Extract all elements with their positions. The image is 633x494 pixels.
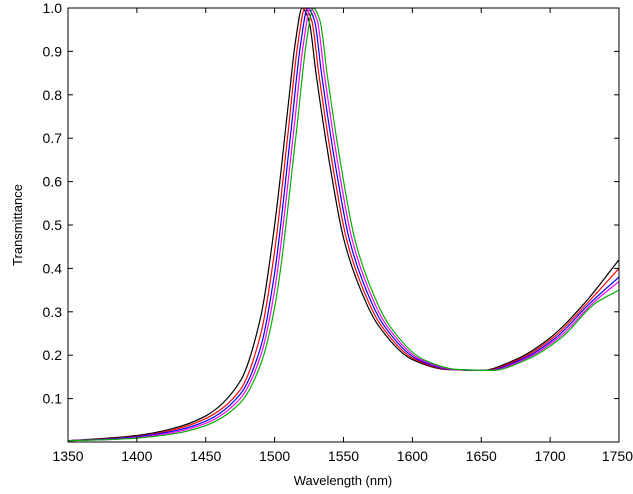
x-tick-label-1700: 1700: [535, 448, 566, 464]
x-tick-label-1600: 1600: [397, 448, 428, 464]
x-tick-label-1650: 1650: [466, 448, 497, 464]
series-line-5: [67, 7, 620, 442]
y-tick-label-0.4: 0.4: [43, 260, 63, 276]
y-axis-label: Transmittance: [10, 184, 25, 266]
x-tick-label-1750: 1750: [602, 448, 633, 464]
y-tick-label-0.9: 0.9: [43, 43, 63, 59]
x-tick-label-1400: 1400: [121, 448, 152, 464]
y-tick-label-0.6: 0.6: [43, 174, 63, 190]
x-tick-label-1550: 1550: [328, 448, 359, 464]
x-axis-label: Wavelength (nm): [294, 473, 393, 488]
y-tick-label-0.7: 0.7: [43, 130, 63, 146]
y-tick-label-0.2: 0.2: [43, 347, 63, 363]
series-layer: [67, 7, 620, 442]
y-tick-label-1: 1.0: [43, 0, 63, 16]
y-tick-label-0.5: 0.5: [43, 217, 63, 233]
ticks-layer: 1350 1400 1450 1500 1550 1600 1650 1700 1750 0.1 0…: [43, 0, 633, 464]
x-tick-label-1500: 1500: [259, 448, 290, 464]
series-line-2: [67, 7, 620, 442]
y-tick-label-0.8: 0.8: [43, 87, 63, 103]
plot-area: 1350 1400 1450 1500 1550 1600 1650 1700 1750 0.1 0…: [43, 0, 633, 464]
y-tick-label-0.1: 0.1: [43, 391, 63, 407]
x-tick-label-1350: 1350: [52, 448, 83, 464]
y-tick-label-0.3: 0.3: [43, 304, 63, 320]
x-tick-label-1450: 1450: [190, 448, 221, 464]
